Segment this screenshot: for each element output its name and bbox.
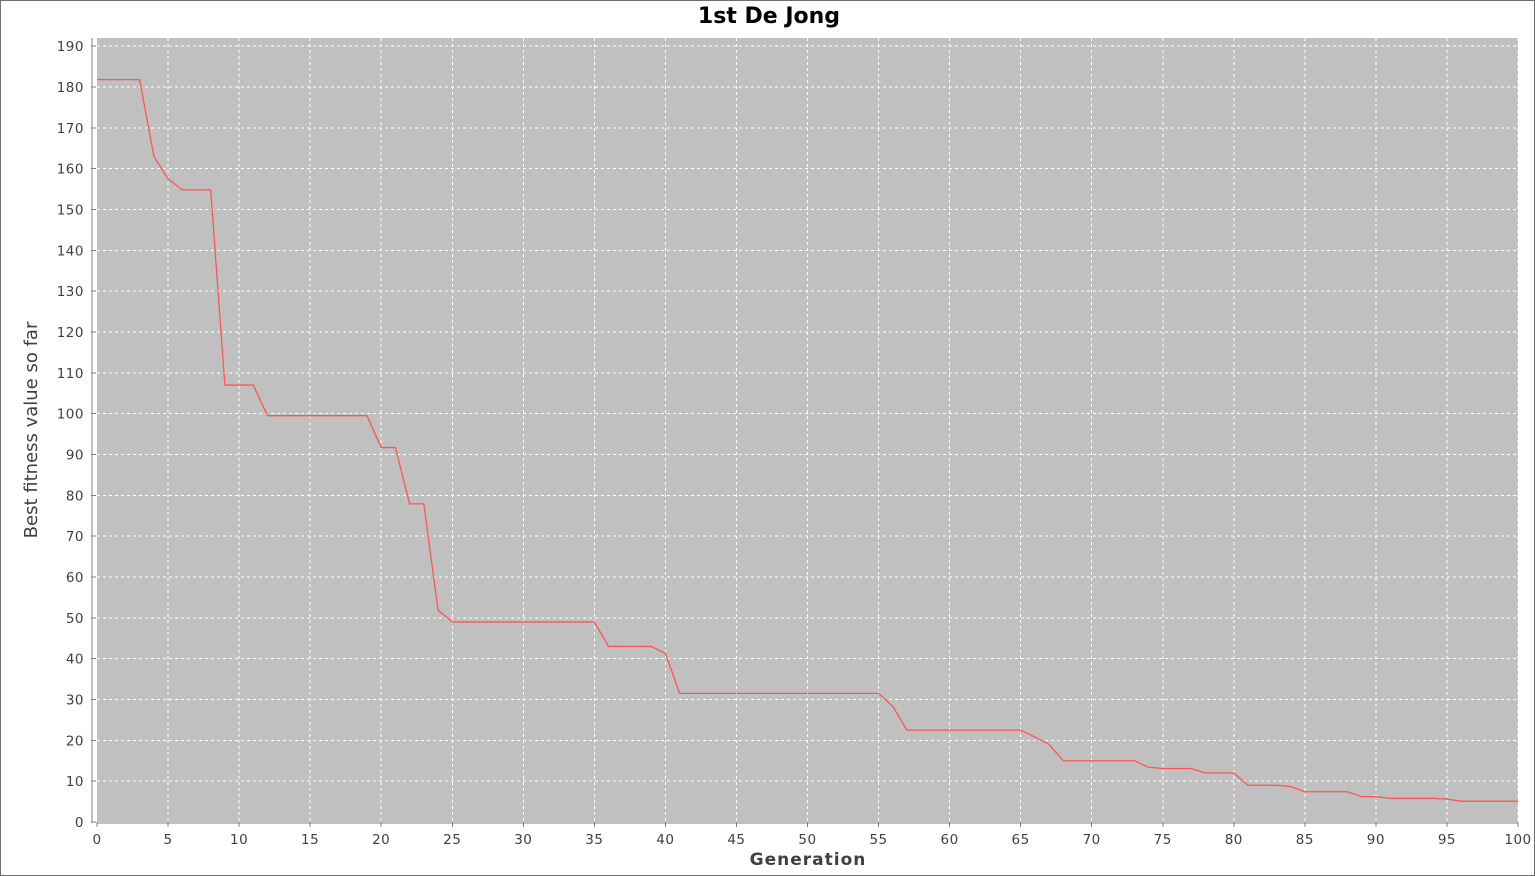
x-tick-label: 50 <box>798 832 816 848</box>
x-tick-label: 80 <box>1225 832 1243 848</box>
x-tick-label: 85 <box>1296 832 1314 848</box>
y-tick-label: 40 <box>66 652 84 668</box>
y-tick-label: 80 <box>66 488 84 504</box>
y-tick-label: 190 <box>57 39 84 55</box>
x-tick-label: 0 <box>92 832 101 848</box>
x-tick-label: 15 <box>301 832 319 848</box>
y-axis-label: Best fitness value so far <box>21 321 42 538</box>
y-tick-labels: 0 10 20 30 40 50 60 70 80 90 100 110 120 130 140 150 160… <box>57 39 84 831</box>
x-axis-label: Generation <box>750 850 867 870</box>
y-tick-label: 60 <box>66 570 84 586</box>
chart-title: 1st De Jong <box>698 4 840 29</box>
grid-lines <box>97 38 1519 822</box>
y-tick-label: 10 <box>66 774 84 790</box>
y-tick-label: 0 <box>75 815 84 831</box>
x-tick-label: 20 <box>372 832 390 848</box>
y-tick-label: 150 <box>57 203 84 219</box>
y-tick-label: 140 <box>57 243 84 259</box>
y-tick-label: 170 <box>57 121 84 137</box>
x-tick-label: 60 <box>941 832 959 848</box>
x-tick-label: 40 <box>656 832 674 848</box>
x-tick-label: 55 <box>869 832 887 848</box>
x-tick-label: 65 <box>1012 832 1030 848</box>
y-tick-label: 120 <box>57 325 84 341</box>
x-tick-label: 95 <box>1438 832 1456 848</box>
y-tick-label: 180 <box>57 80 84 96</box>
x-tick-label: 10 <box>230 832 248 848</box>
x-tick-label: 30 <box>514 832 532 848</box>
x-tick-label: 35 <box>585 832 603 848</box>
y-tick-label: 160 <box>57 162 84 178</box>
y-tick-label: 100 <box>57 407 84 423</box>
x-tick-label: 90 <box>1367 832 1385 848</box>
y-tick-label: 130 <box>57 284 84 300</box>
series-line-best-fitness <box>97 79 1518 802</box>
y-tick-label: 30 <box>66 693 84 709</box>
x-tick-label: 5 <box>164 832 173 848</box>
y-tick-label: 50 <box>66 611 84 627</box>
x-tick-label: 100 <box>1504 832 1531 848</box>
x-tick-label: 70 <box>1083 832 1101 848</box>
x-tick-label: 25 <box>443 832 461 848</box>
y-tick-label: 70 <box>66 529 84 545</box>
axes <box>91 38 1519 827</box>
y-tick-label: 20 <box>66 733 84 749</box>
y-tick-label: 110 <box>57 366 84 382</box>
x-tick-label: 45 <box>727 832 745 848</box>
x-tick-label: 75 <box>1154 832 1172 848</box>
x-tick-labels: 0 5 10 15 20 25 30 35 40 45 50 55 60 65 70 75 80 85 90 95 10… <box>92 832 1531 848</box>
y-tick-label: 90 <box>66 448 84 464</box>
